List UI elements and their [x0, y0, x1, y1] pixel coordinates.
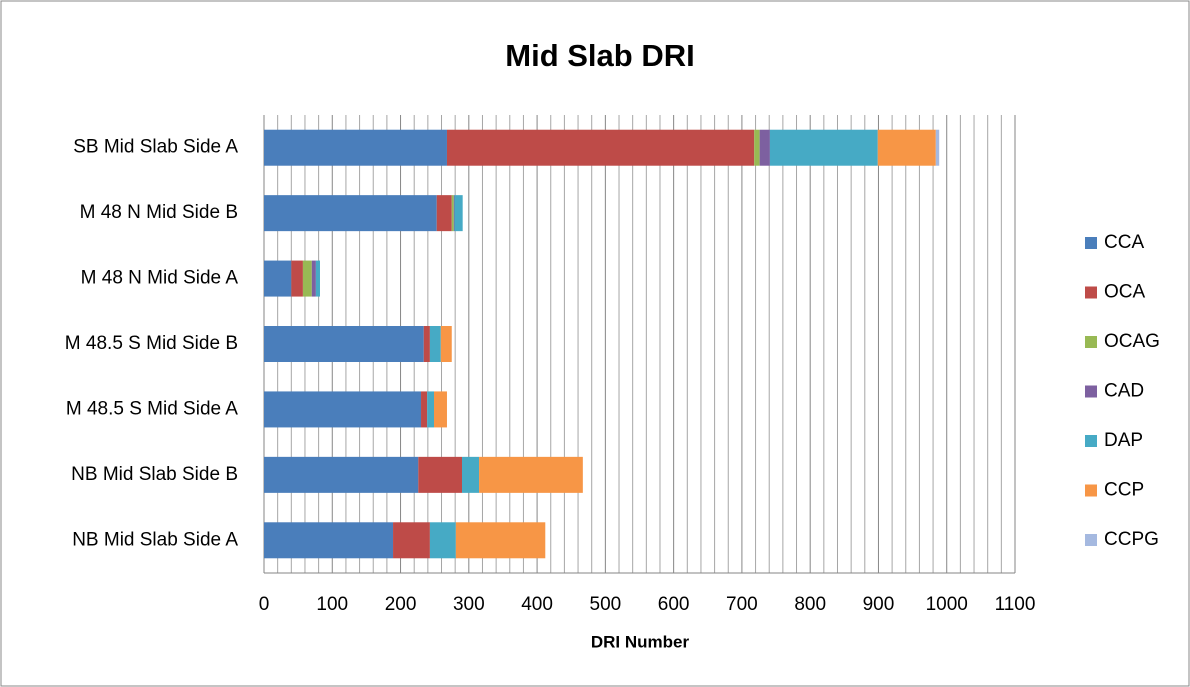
bar-segment [759, 129, 770, 166]
legend-label: OCAG [1104, 331, 1160, 352]
x-axis-label: DRI Number [591, 632, 690, 651]
bar-segment [429, 326, 441, 362]
bar-segment [264, 391, 422, 428]
bar-segment [291, 260, 303, 297]
legend-swatch [1085, 534, 1097, 546]
legend-label: CCA [1104, 232, 1144, 253]
bar-segment [436, 195, 452, 232]
bar-segment [393, 522, 430, 559]
x-tick-label: 800 [794, 594, 826, 615]
y-tick-label: M 48 N Mid Side A [81, 268, 239, 289]
x-tick-label: 1000 [926, 594, 968, 615]
bar-segment [877, 129, 936, 166]
legend-label: CCP [1104, 480, 1144, 501]
bar-segment [461, 456, 480, 493]
bar-segment [264, 129, 447, 166]
x-tick-label: 300 [453, 594, 485, 615]
y-tick-label: M 48 N Mid Side B [80, 202, 238, 223]
legend-label: OCA [1104, 282, 1146, 303]
legend-swatch [1085, 237, 1097, 249]
legend-swatch [1085, 435, 1097, 447]
legend-swatch [1085, 286, 1097, 299]
x-tick-label: 900 [863, 594, 895, 615]
bar-segment [264, 522, 394, 559]
legend-swatch [1085, 484, 1097, 497]
chart-title: Mid Slab DRI [505, 38, 694, 73]
bar-segment [446, 129, 755, 166]
y-tick-label: M 48.5 S Mid Side B [65, 333, 238, 354]
bar-segment [451, 195, 454, 232]
bar-segment [453, 195, 455, 232]
bar-segment [418, 456, 462, 493]
bar-segment [440, 326, 452, 362]
x-tick-label: 700 [726, 594, 758, 615]
bar-segment [264, 195, 437, 232]
bar-segment [264, 326, 424, 362]
x-tick-label: 500 [590, 594, 622, 615]
legend-label: DAP [1104, 430, 1143, 451]
bar-segment [315, 260, 320, 297]
bar-segment [454, 195, 463, 232]
legend-swatch [1085, 385, 1097, 398]
x-tick-label: 1100 [995, 594, 1036, 615]
x-tick-label: 400 [521, 594, 553, 615]
legend-label: CAD [1104, 381, 1144, 402]
bar-segment [264, 456, 419, 493]
bar-segment [302, 260, 312, 297]
bar-segment [429, 522, 456, 559]
bar-segment [423, 326, 430, 362]
bar-segment [427, 391, 434, 428]
x-tick-label: 100 [316, 594, 348, 615]
bar-segment [264, 260, 292, 297]
bar-segment [433, 391, 447, 428]
legend-label: CCPG [1104, 529, 1159, 550]
x-tick-label: 0 [259, 594, 270, 615]
bar-segment [754, 129, 760, 166]
legend-swatch [1085, 336, 1097, 348]
bar-segment [935, 129, 940, 166]
bar-segment [311, 260, 316, 297]
y-tick-label: SB Mid Slab Side A [73, 137, 238, 158]
y-tick-label: NB Mid Slab Side B [71, 464, 238, 485]
bar-segment [479, 456, 583, 493]
bar-segment [769, 129, 878, 166]
bar-segment [455, 522, 546, 559]
y-tick-label: NB Mid Slab Side A [72, 529, 238, 550]
bar-segment [421, 391, 428, 428]
x-tick-label: 600 [658, 594, 690, 615]
y-tick-label: M 48.5 S Mid Side A [66, 398, 238, 419]
x-tick-label: 200 [385, 594, 417, 615]
